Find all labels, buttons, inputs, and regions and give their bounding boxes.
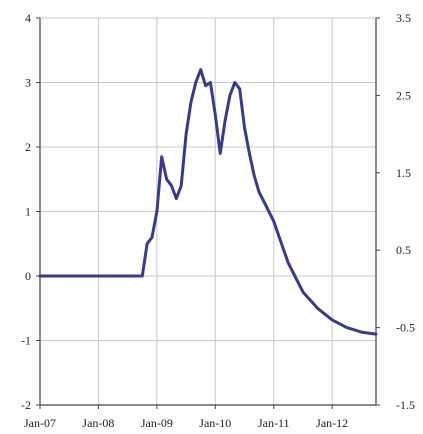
x-tick-label: Jan-10 bbox=[199, 416, 231, 430]
right-tick-label: -0.5 bbox=[396, 321, 415, 335]
right-tick-label: 1.5 bbox=[396, 166, 411, 180]
right-tick-label: -1.5 bbox=[396, 398, 415, 412]
right-tick-label: 3.5 bbox=[396, 11, 411, 25]
right-tick-label: 2.5 bbox=[396, 88, 411, 102]
gridlines bbox=[40, 17, 377, 406]
x-tick-label: Jan-09 bbox=[141, 416, 173, 430]
left-tick-label: 2 bbox=[25, 140, 31, 154]
x-tick-label: Jan-11 bbox=[258, 416, 290, 430]
right-tick-label: 0.5 bbox=[396, 243, 411, 257]
series-layer bbox=[38, 68, 378, 336]
left-tick-label: 0 bbox=[25, 269, 31, 283]
axes bbox=[36, 17, 380, 409]
left-tick-label: 4 bbox=[25, 11, 31, 25]
x-tick-label: Jan-12 bbox=[316, 416, 348, 430]
series-line bbox=[38, 68, 378, 336]
left-tick-label: -2 bbox=[21, 398, 31, 412]
left-tick-label: -1 bbox=[21, 334, 31, 348]
left-tick-label: 1 bbox=[25, 205, 31, 219]
x-tick-label: Jan-08 bbox=[82, 416, 114, 430]
tick-labels: -2 -1 0 1 2 3 4 -1.5 -0.5 0.5 1.5 2.5 3.5 Jan-07 Jan-0… bbox=[21, 11, 415, 430]
left-tick-label: 3 bbox=[25, 76, 31, 90]
x-tick-label: Jan-07 bbox=[24, 416, 56, 430]
